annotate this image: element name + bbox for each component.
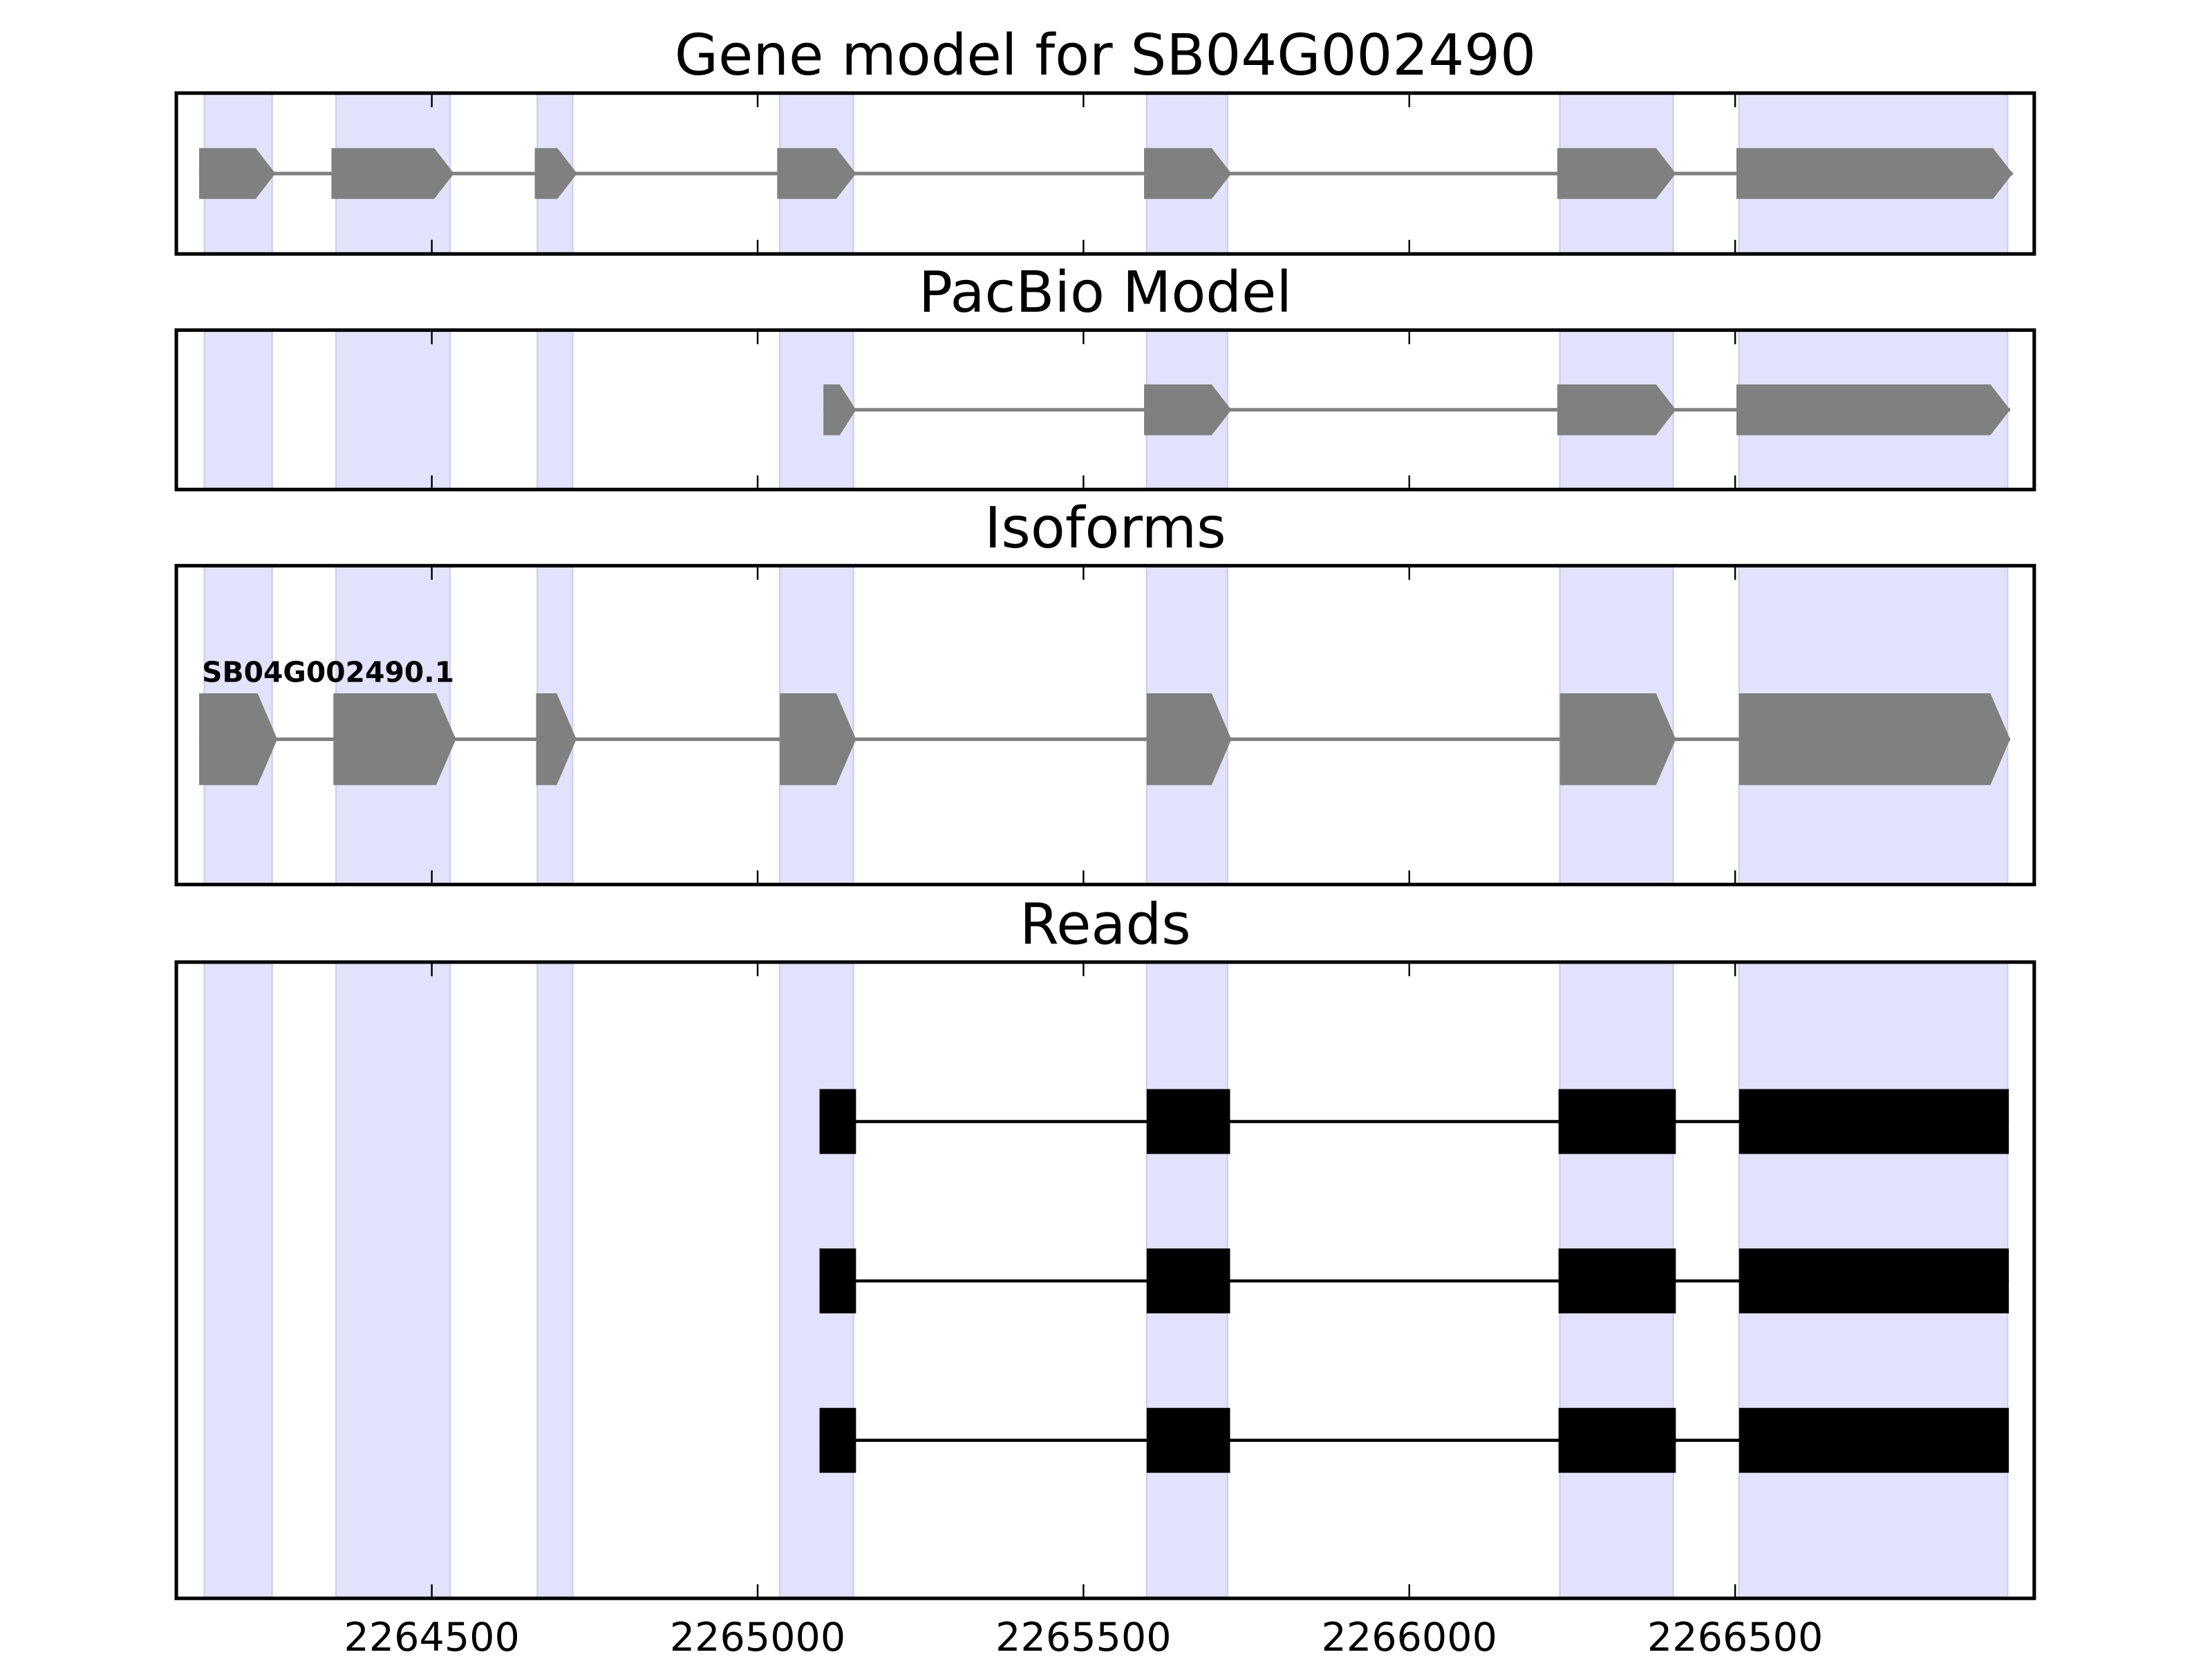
exon-arrow <box>1736 384 2010 435</box>
panel-title: Gene model for SB04G002490 <box>675 23 1536 88</box>
exon-arrow <box>1144 148 1232 199</box>
panel-frame <box>174 563 2036 887</box>
panel-reads: Reads <box>174 892 2036 1600</box>
read-exon-block <box>1146 1248 1230 1313</box>
highlight-region <box>536 961 574 1600</box>
exon-arrow <box>1557 148 1676 199</box>
x-tick-label: 2265500 <box>995 1615 1171 1659</box>
exon-arrow <box>1557 384 1676 435</box>
exon-arrow <box>777 148 856 199</box>
exon-arrow <box>1559 693 1676 785</box>
highlight-region <box>335 329 451 491</box>
read-exon-block <box>1738 1089 2009 1154</box>
panel-title: Isoforms <box>984 496 1226 561</box>
highlight-region <box>335 961 451 1600</box>
read-exon-block <box>1146 1407 1230 1473</box>
panel-frame <box>174 328 2036 491</box>
exon-arrow <box>199 693 278 785</box>
x-tick-label: 2266000 <box>1322 1615 1497 1659</box>
highlight-region <box>536 329 574 491</box>
panel-gene: Isoforms SB04G002490.1 <box>174 496 2036 887</box>
exon-arrow <box>1738 693 2010 785</box>
exon-arrow <box>1736 148 2013 199</box>
exon-arrow <box>199 148 276 199</box>
exon-arrow <box>1144 384 1232 435</box>
x-tick-label: 2266500 <box>1647 1615 1823 1659</box>
exon-arrow <box>331 148 454 199</box>
panel-gene: PacBio Model <box>174 260 2036 491</box>
highlight-region <box>203 329 273 491</box>
x-tick-label: 2264500 <box>344 1615 519 1659</box>
panel-title: Reads <box>1020 892 1191 957</box>
read-exon-block <box>1558 1407 1676 1473</box>
exon-arrow <box>534 148 577 199</box>
read-exon-block <box>819 1407 856 1473</box>
panel-title: PacBio Model <box>919 260 1292 326</box>
read-exon-block <box>819 1248 856 1313</box>
panel-frame <box>174 91 2036 256</box>
exon-arrow <box>823 384 856 435</box>
x-tick-label: 2265000 <box>670 1615 845 1659</box>
read-exon-block <box>819 1089 856 1154</box>
panel-frame <box>174 960 2036 1600</box>
read-exon-block <box>1738 1407 2009 1473</box>
read-exon-block <box>1146 1089 1230 1154</box>
exon-arrow <box>333 693 456 785</box>
x-axis: 2264500 2265000 2265500 2266000 2266500 <box>344 1615 1823 1659</box>
highlight-region <box>203 961 273 1600</box>
panel-gene: Gene model for SB04G002490 <box>174 23 2036 256</box>
isoform-label: SB04G002490.1 <box>202 656 454 689</box>
exon-arrow <box>1146 693 1232 785</box>
exon-arrow <box>780 693 856 785</box>
read-exon-block <box>1738 1248 2009 1313</box>
read-exon-block <box>1558 1248 1676 1313</box>
read-exon-block <box>1558 1089 1676 1154</box>
exon-arrow <box>536 693 577 785</box>
